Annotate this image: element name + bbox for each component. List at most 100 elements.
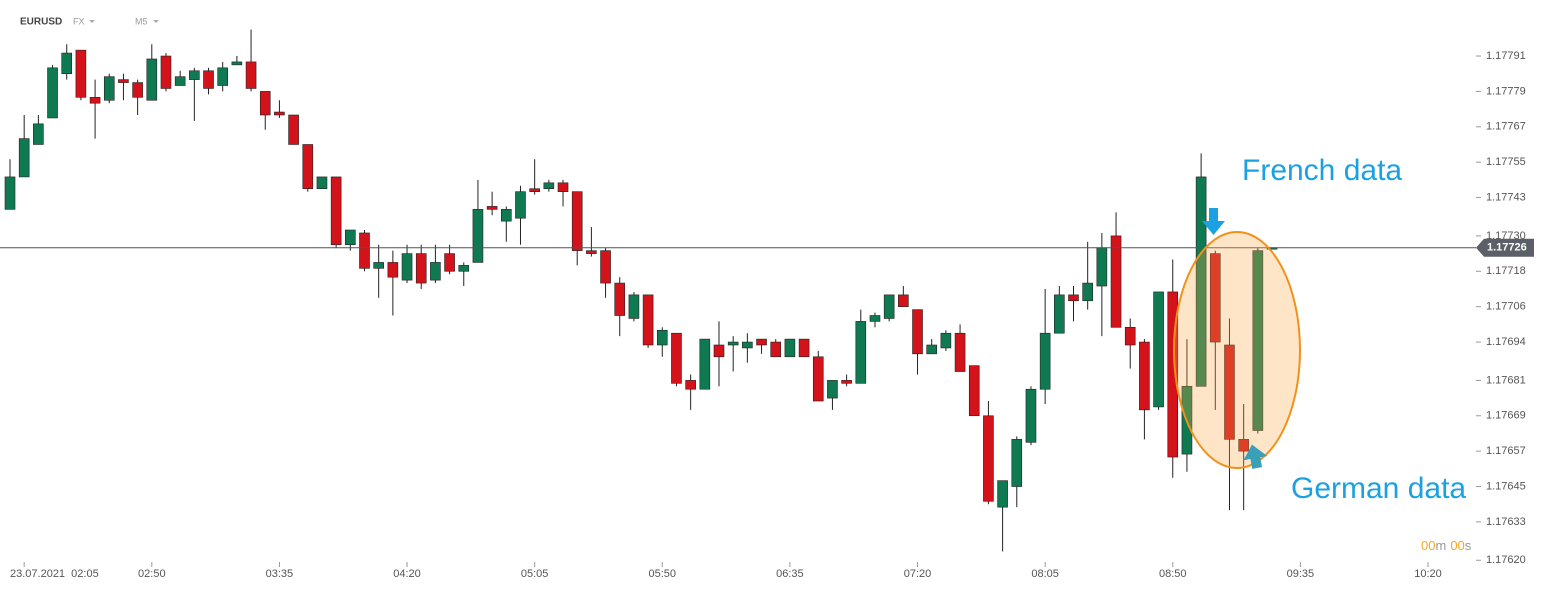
- x-tick-label: 09:35: [1287, 568, 1315, 580]
- highlight-ellipse: [1173, 231, 1301, 469]
- candle-body: [997, 480, 1008, 508]
- candle-body: [1195, 176, 1207, 387]
- x-tick-label: 10:20: [1414, 568, 1442, 580]
- candle-body: [500, 209, 512, 222]
- candle-body: [160, 55, 172, 89]
- candle-body: [600, 250, 611, 284]
- candle-body: [1054, 294, 1065, 334]
- candle-body: [713, 344, 725, 358]
- candle-body: [316, 176, 328, 190]
- y-tick-label: 1.17694: [1486, 336, 1526, 348]
- candle-body: [203, 70, 214, 89]
- x-tick-label: 02:50: [138, 568, 166, 580]
- overlay: French data German data 00m 00s: [1173, 154, 1472, 553]
- candle-body: [18, 138, 30, 178]
- candle-body: [345, 229, 356, 246]
- x-tick-label: 05:50: [649, 568, 677, 580]
- candle-body: [1238, 439, 1249, 452]
- candle-body: [1224, 344, 1235, 440]
- candle-body: [642, 294, 654, 346]
- candle-body: [401, 253, 413, 281]
- candle-body: [628, 294, 640, 319]
- candle-body: [373, 262, 384, 269]
- candle-body: [259, 91, 271, 116]
- candle-body: [1210, 253, 1221, 343]
- candle-body: [189, 70, 200, 80]
- timer-unit: s: [1465, 538, 1472, 553]
- timer-minutes: 00: [1421, 538, 1435, 553]
- y-tick-label: 1.17657: [1486, 445, 1526, 457]
- x-tick-label: 04:20: [393, 568, 421, 580]
- candle-body: [1068, 294, 1079, 302]
- candle-body: [33, 123, 44, 145]
- candle-body: [302, 144, 314, 190]
- candle-body: [288, 114, 299, 145]
- y-tick-label: 1.17718: [1486, 265, 1526, 277]
- x-tick-label: 03:35: [266, 568, 294, 580]
- candle-body: [543, 182, 555, 190]
- candle-body: [571, 191, 583, 251]
- candle-body: [1252, 250, 1264, 431]
- y-tick-label: 1.17779: [1486, 85, 1526, 97]
- candle-body: [1124, 327, 1136, 346]
- candle-body: [146, 58, 158, 101]
- y-tick-label: 1.17755: [1486, 156, 1526, 168]
- market[interactable]: FX: [73, 16, 85, 26]
- x-tick-label: 07:20: [904, 568, 932, 580]
- symbol[interactable]: EURUSD: [20, 17, 62, 28]
- candle-body: [330, 176, 342, 246]
- y-tick-label: 1.17669: [1486, 410, 1526, 422]
- candle-body: [415, 253, 427, 284]
- candle-body: [515, 191, 526, 219]
- candle-body: [968, 365, 980, 417]
- interval[interactable]: M5: [135, 16, 148, 26]
- y-tick-label: 1.17767: [1486, 121, 1526, 133]
- candle-body: [89, 97, 101, 104]
- candle-body: [75, 49, 87, 98]
- x-tick-label: 23.07.2021 02:05: [10, 568, 99, 580]
- last-price-tag: [1476, 238, 1534, 257]
- candle-body: [444, 253, 455, 272]
- candle-body: [118, 79, 129, 83]
- candle-body: [798, 338, 810, 358]
- candle-body: [1153, 291, 1164, 408]
- candle-body: [231, 61, 243, 66]
- candle-body: [926, 344, 938, 355]
- y-tick-label: 1.17633: [1486, 516, 1526, 528]
- candle-body: [47, 67, 58, 119]
- candle-body: [1167, 291, 1179, 458]
- candle-body: [586, 250, 597, 254]
- candle-body: [812, 356, 824, 402]
- x-tick-label: 08:05: [1031, 568, 1059, 580]
- annotation: German data: [1291, 472, 1466, 505]
- dropdown-icon: [153, 20, 159, 23]
- candle-body: [841, 380, 852, 384]
- timer-seconds: 00: [1450, 538, 1464, 553]
- candle-body: [983, 415, 994, 502]
- candle-body: [458, 265, 470, 272]
- candle-body: [217, 67, 228, 86]
- candle-body: [174, 76, 186, 86]
- candle-body: [671, 332, 682, 384]
- y-tick-label: 1.17743: [1486, 191, 1526, 203]
- candle-body: [359, 232, 370, 269]
- candle-body: [770, 341, 782, 358]
- candle-body: [954, 332, 966, 372]
- y-tick-label: 1.17620: [1486, 554, 1526, 566]
- y-tick-label: 1.17645: [1486, 480, 1526, 492]
- y-tick-label: 1.17791: [1486, 50, 1526, 62]
- candle-body: [614, 282, 626, 316]
- candle-body: [103, 76, 115, 101]
- candle-body: [756, 338, 767, 346]
- candle-body: [1139, 341, 1150, 411]
- candle-body: [855, 321, 867, 384]
- plot-area: 1.17791 1.17779 1.17767 1.17755 1.17743 1.177…: [0, 29, 1534, 580]
- timer: 00m 00s: [1421, 538, 1472, 553]
- candle-body: [784, 338, 796, 358]
- candle-body: [387, 262, 399, 278]
- candle-body: [4, 176, 16, 210]
- candle-body: [1096, 247, 1108, 287]
- candle-body: [1039, 332, 1051, 390]
- candle-body: [898, 294, 909, 307]
